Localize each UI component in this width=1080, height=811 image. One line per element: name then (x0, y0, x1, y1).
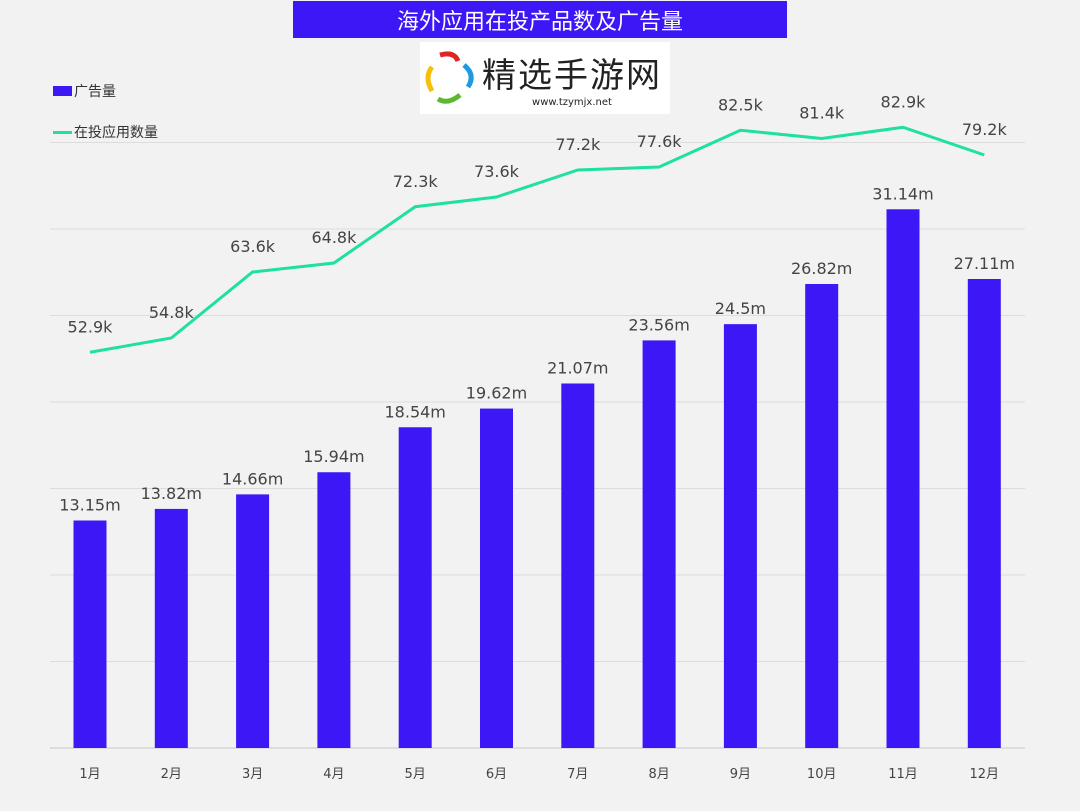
bar (73, 520, 107, 748)
x-tick-label: 3月 (242, 767, 263, 782)
bar-data-label: 14.66m (222, 469, 283, 488)
x-tick-label: 11月 (888, 767, 918, 782)
line-data-label: 73.6k (474, 162, 520, 181)
bar (154, 508, 188, 748)
line-data-label: 81.4k (799, 104, 845, 123)
bar-data-label: 15.94m (303, 447, 364, 466)
bar-data-label: 19.62m (466, 384, 527, 403)
x-tick-label: 4月 (323, 767, 344, 782)
bar (886, 209, 920, 748)
bar-data-label: 24.5m (715, 299, 766, 318)
x-tick-label: 5月 (405, 767, 426, 782)
watermark-name: 精选手游网 (482, 56, 662, 96)
line-data-label: 54.8k (149, 303, 195, 322)
x-tick-label: 12月 (970, 767, 1000, 782)
x-tick-label: 6月 (486, 767, 507, 782)
legend-swatch-bar (53, 86, 72, 96)
bar (236, 494, 270, 748)
bar (398, 427, 432, 748)
bar (805, 284, 839, 748)
x-tick-label: 7月 (567, 767, 588, 782)
bar-data-label: 26.82m (791, 259, 852, 278)
chart-title: 海外应用在投产品数及广告量 (293, 1, 787, 38)
line-data-label: 82.5k (718, 95, 764, 114)
line-data-label: 52.9k (68, 317, 114, 336)
x-tick-label: 10月 (807, 767, 837, 782)
bar-data-label: 13.82m (141, 484, 202, 503)
line-data-label: 79.2k (962, 120, 1008, 139)
bar-data-label: 18.54m (385, 402, 446, 421)
bar (561, 383, 595, 748)
line-data-label: 63.6k (230, 237, 276, 256)
legend-item-bar: 广告量 (53, 81, 116, 101)
x-tick-label: 8月 (648, 767, 669, 782)
bar-data-label: 31.14m (872, 184, 933, 203)
bar-data-label: 13.15m (59, 496, 120, 515)
watermark-logo-icon (425, 51, 474, 104)
bar-data-label: 21.07m (547, 358, 608, 377)
watermark-url: www.tzymjx.net (532, 97, 612, 108)
bar (967, 278, 1001, 748)
legend-swatch-line (53, 130, 72, 134)
line-data-label: 77.2k (555, 135, 601, 154)
bar (642, 340, 676, 748)
legend-item-line: 在投应用数量 (53, 122, 158, 142)
line-data-label: 77.6k (637, 132, 683, 151)
watermark: 精选手游网 www.tzymjx.net (420, 42, 670, 114)
line-series (89, 125, 985, 354)
x-tick-label: 2月 (161, 767, 182, 782)
line-data-label: 82.9k (881, 92, 927, 111)
legend-label-bar: 广告量 (74, 84, 116, 100)
x-tick-label: 1月 (79, 767, 100, 782)
bar (480, 408, 513, 748)
x-tick-label: 9月 (730, 767, 751, 782)
line-data-label: 72.3k (393, 172, 439, 191)
bar (317, 472, 351, 748)
line-data-label: 64.8k (311, 228, 357, 247)
bar-data-label: 23.56m (628, 315, 689, 334)
bar-data-label: 27.11m (954, 254, 1015, 273)
bar (723, 324, 757, 748)
legend-label-line: 在投应用数量 (74, 125, 158, 141)
